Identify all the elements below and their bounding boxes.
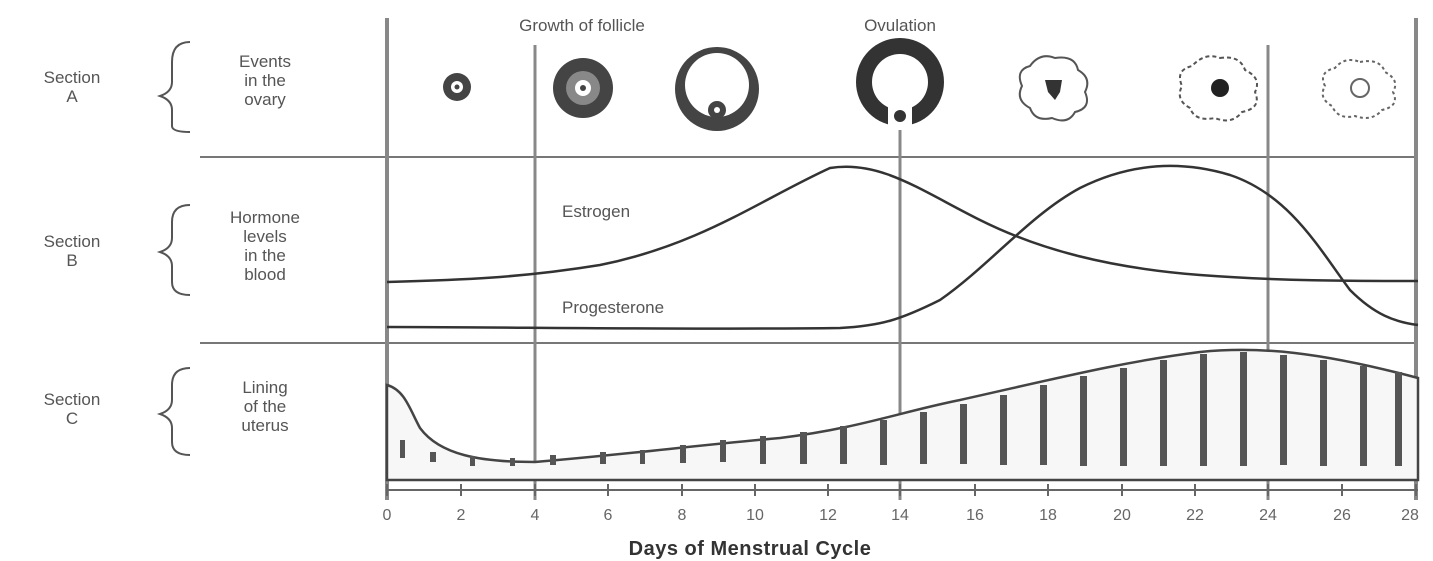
corpus-albicans-icon	[1321, 59, 1397, 119]
estrogen-label: Estrogen	[562, 202, 631, 221]
tick-label: 22	[1186, 507, 1204, 524]
tick-label: 4	[531, 507, 540, 524]
progesterone-curve	[386, 164, 1419, 330]
follicle-stage-2-icon	[553, 58, 613, 118]
tick-label: 26	[1333, 507, 1351, 524]
tick-label: 0	[383, 507, 392, 524]
section-b-desc: Hormone levels in the blood	[230, 208, 300, 284]
section-c-desc: Lining of the uterus	[241, 378, 289, 435]
section-a-brace	[156, 41, 191, 133]
uterine-lining-texture	[400, 352, 1402, 466]
tick-label: 8	[678, 507, 687, 524]
x-axis-ticks	[386, 484, 1417, 496]
tick-label: 24	[1259, 507, 1277, 524]
tick-label: 12	[819, 507, 837, 524]
x-axis-tick-labels: 0 2 4 6 8 10 12 14 16 18 20 22 24 26 28	[383, 507, 1419, 524]
tick-label: 16	[966, 507, 984, 524]
tick-label: 2	[457, 507, 466, 524]
tick-label: 28	[1401, 507, 1419, 524]
corpus-luteum-1-icon	[1018, 55, 1089, 122]
section-b-label: Section B	[43, 232, 101, 270]
tick-label: 18	[1039, 507, 1057, 524]
ovulation-follicle-icon	[856, 38, 944, 130]
ovulation-label: Ovulation	[864, 16, 936, 35]
follicle-stage-1-icon	[443, 73, 471, 101]
x-axis-title: Days of Menstrual Cycle	[628, 538, 872, 560]
growth-of-follicle-label: Growth of follicle	[519, 16, 645, 35]
corpus-luteum-2-icon	[1178, 55, 1258, 122]
section-b-brace	[156, 204, 191, 296]
follicle-stage-3-icon	[675, 47, 759, 131]
progesterone-label: Progesterone	[562, 298, 665, 317]
section-a-label: Section A	[43, 68, 101, 106]
tick-label: 14	[891, 507, 909, 524]
tick-label: 20	[1113, 507, 1131, 524]
tick-label: 6	[604, 507, 613, 524]
section-c-brace	[156, 367, 191, 456]
uterine-lining-outline	[385, 348, 1420, 482]
section-a-desc: Events in the ovary	[239, 52, 291, 109]
tick-label: 10	[746, 507, 764, 524]
estrogen-curve	[386, 165, 1419, 284]
section-c-label: Section C	[43, 390, 101, 428]
